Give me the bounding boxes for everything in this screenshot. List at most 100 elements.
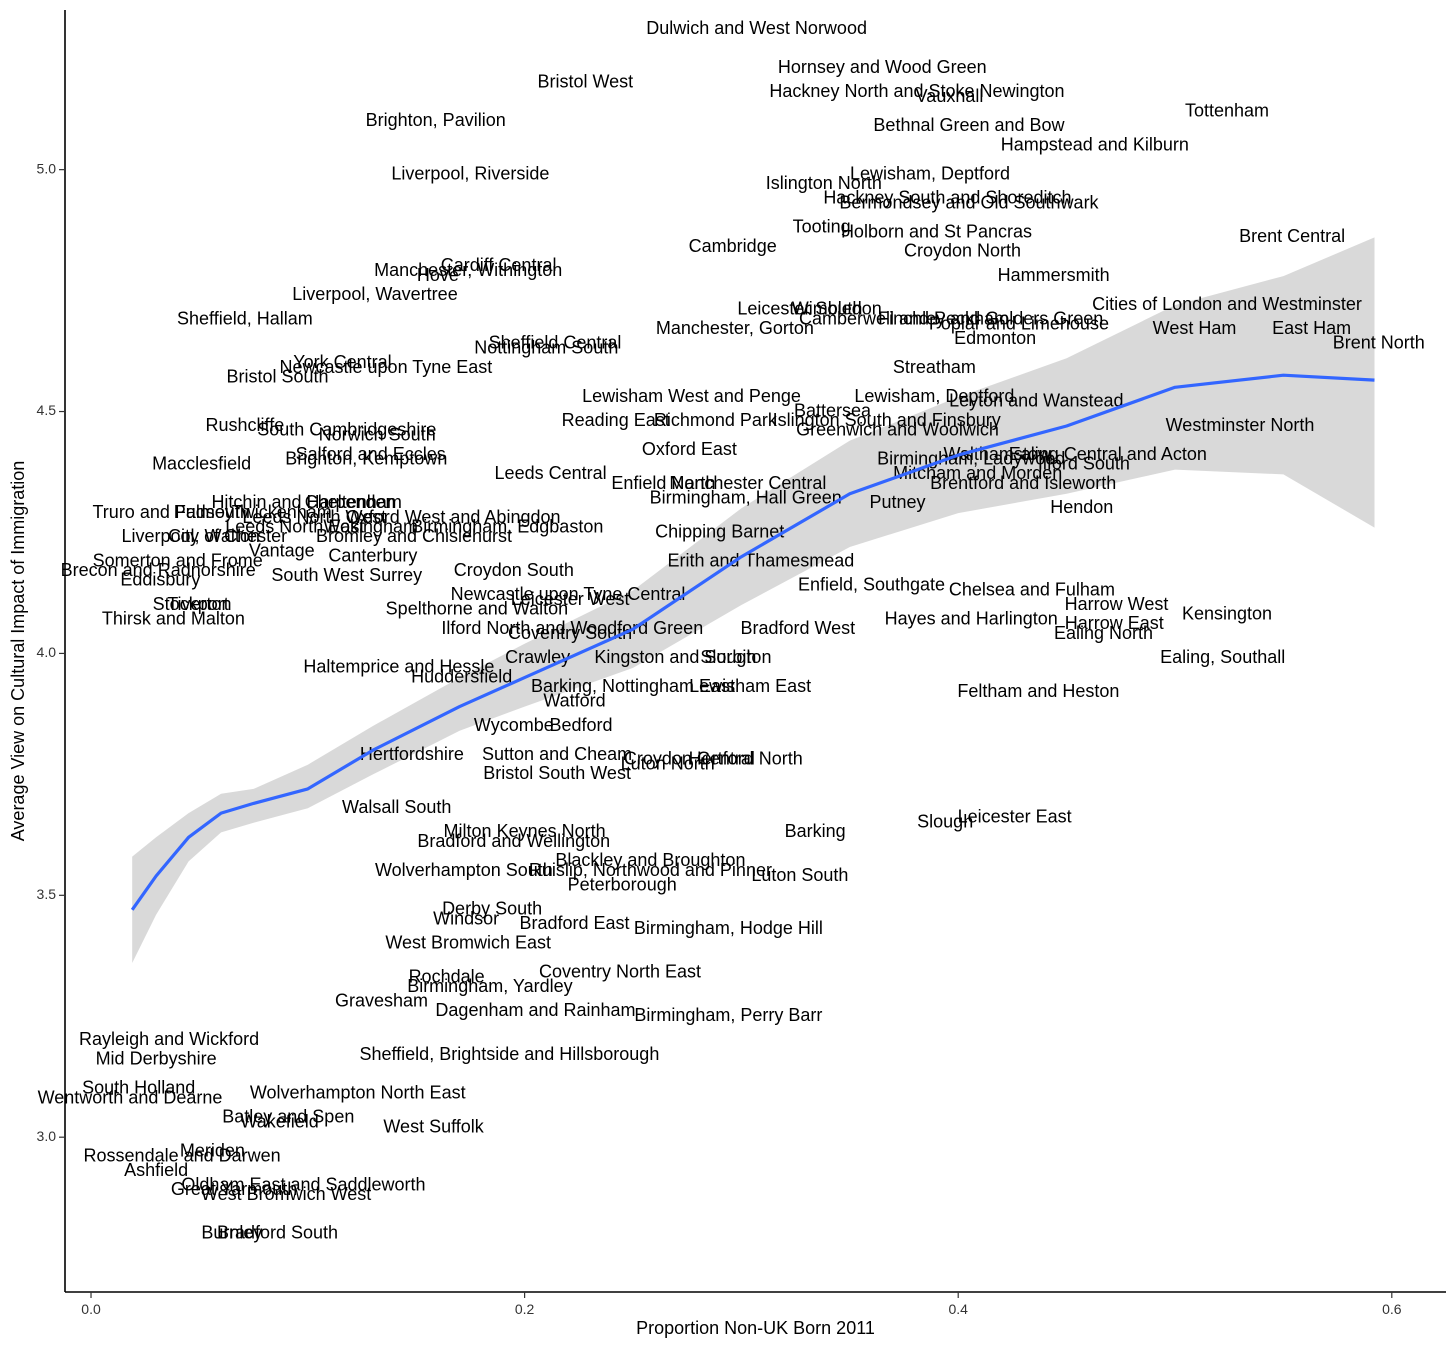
point-label: Lewisham, Deptford [854, 386, 1014, 406]
point-label: Hackney South and Shoreditch [823, 187, 1071, 207]
point-label: Cities of London and Westminster [1092, 294, 1362, 314]
point-label: Leeds North East [225, 516, 364, 536]
point-label: Sheffield Central [489, 333, 622, 353]
point-label: Salford and Eccles [296, 444, 446, 464]
point-label: Vauxhall [916, 86, 984, 106]
y-tick-label: 5.0 [37, 160, 57, 176]
point-label: Cheltenham [305, 492, 402, 512]
point-label: Hitchin and Harpenden [211, 492, 395, 512]
point-label: Holborn and St Pancras [841, 221, 1032, 241]
point-label: Brent North [1333, 333, 1425, 353]
point-label: City of Chester [168, 526, 287, 546]
point-label: Truro and Falmouth [92, 502, 249, 522]
point-label: Hornsey and Wood Green [778, 57, 987, 77]
point-label: Wolverhampton North East [250, 1082, 466, 1102]
point-label: Luton North [621, 753, 715, 773]
point-label: Cardiff Central [441, 255, 557, 275]
y-tick-label: 4.0 [37, 644, 57, 660]
point-label: Thirsk and Malton [102, 608, 245, 628]
point-label: Ealing Central and Acton [1009, 444, 1207, 464]
point-label: Barking, Nottingham East [531, 676, 735, 696]
point-label: Ealing North [1054, 623, 1153, 643]
point-label: Rayleigh and Wickford [79, 1029, 259, 1049]
point-label: Enfield North [611, 473, 715, 493]
point-label: Harrow West [1065, 594, 1169, 614]
point-label: Bristol West [537, 71, 633, 91]
point-label: Great Yarmouth [171, 1179, 297, 1199]
point-label: Twickenham [232, 502, 332, 522]
point-label: Burnley [201, 1223, 262, 1243]
point-label: Hertford North [689, 749, 803, 769]
point-label: Harrow East [1065, 613, 1164, 633]
point-label: Wimbledon [792, 299, 882, 319]
point-label: Birmingham, Edgbaston [411, 516, 603, 536]
point-label: West Ham [1153, 318, 1237, 338]
point-label: Spelthorne and Walton [386, 599, 568, 619]
axes: 0.0 0.2 0.4 0.6 3.0 3.5 4.0 4.5 5.0 [37, 10, 1446, 1317]
point-label: Bradford and Wellington [417, 831, 610, 851]
point-label: Tottenham [1185, 100, 1269, 120]
point-label: Somerton and Frome [93, 550, 263, 570]
point-label: Lewisham, Deptford [850, 163, 1010, 183]
point-label: Croydon South [454, 560, 574, 580]
point-label: Chelsea and Fulham [949, 579, 1115, 599]
point-label: Oxford West and Abingdon [346, 507, 561, 527]
point-label: Leeds North West [242, 507, 386, 527]
constituency-label-layer: Dulwich and West Norwood Hornsey and Wood… [38, 18, 1425, 1243]
point-label: Enfield, Southgate [798, 574, 945, 594]
point-label: Nottingham South [474, 337, 618, 357]
point-label: Rushcliffe [206, 415, 285, 435]
x-tick-label: 0.4 [948, 1301, 968, 1317]
point-label: Finchley and Golders Green [878, 308, 1103, 328]
point-label: Birmingham, Hall Green [650, 487, 842, 507]
x-tick-label: 0.0 [81, 1301, 101, 1317]
point-label: Batley and Spen [222, 1107, 354, 1127]
point-label: Birmingham, Ladywood [877, 449, 1065, 469]
point-label: Hove [417, 265, 459, 285]
point-label: Leyton and Wanstead [949, 391, 1123, 411]
y-tick-label: 3.5 [37, 886, 57, 902]
point-label: Rossendale and Darwen [84, 1145, 281, 1165]
point-label: Croydon North [904, 241, 1021, 261]
x-tick-label: 0.6 [1382, 1301, 1402, 1317]
point-label: Wakefield [240, 1111, 318, 1131]
point-label: Dagenham and Rainham [435, 1000, 635, 1020]
point-label: Tooting [793, 216, 851, 236]
point-label: Leeds Central [495, 463, 607, 483]
point-label: Wokingham [323, 516, 418, 536]
point-label: Walsall South [342, 797, 451, 817]
point-label: Hammersmith [998, 265, 1110, 285]
point-label: Manchester, Gorton [656, 318, 814, 338]
point-label: Bristol South [226, 366, 328, 386]
point-label: Pudsey [174, 502, 234, 522]
point-label: Bermondsey and Old Southwark [839, 192, 1099, 212]
point-label: Slough [917, 811, 973, 831]
point-label: Liverpool, Riverside [391, 163, 549, 183]
x-axis-title: Proportion Non-UK Born 2011 [636, 1318, 875, 1338]
point-label: Islington South and Finsbury [773, 410, 1001, 430]
point-label: West Bromwich East [385, 932, 551, 952]
point-label: Putney [869, 492, 925, 512]
point-label: West Bromwich West [201, 1184, 371, 1204]
point-label: Kingston and Surbiton [594, 647, 771, 667]
point-label: Oxford East [642, 439, 737, 459]
point-label: Camberwell and Peckham [799, 308, 1009, 328]
point-label: Battersea [794, 400, 872, 420]
point-label: East Ham [1272, 318, 1351, 338]
point-label: Vantage [249, 541, 315, 561]
point-label: Hendon [1050, 497, 1113, 517]
point-label: Hertfordshire [360, 744, 464, 764]
point-label: Canterbury [328, 545, 417, 565]
point-label: Erith and Thamesmead [668, 550, 855, 570]
point-label: Brighton, Pavilion [366, 110, 506, 130]
point-label: Ealing, Southall [1160, 647, 1285, 667]
point-label: Reading East [562, 410, 670, 430]
y-tick-label: 3.0 [37, 1128, 57, 1144]
point-label: Wycombe [474, 715, 554, 735]
point-label: Coventry South [508, 623, 632, 643]
point-label: Blackley and Broughton [555, 850, 745, 870]
point-label: Manchester Central [669, 473, 826, 493]
point-label: Hampstead and Kilburn [1001, 134, 1189, 154]
point-label: Mitcham and Morden [893, 463, 1062, 483]
point-label: Tiverton [167, 594, 231, 614]
